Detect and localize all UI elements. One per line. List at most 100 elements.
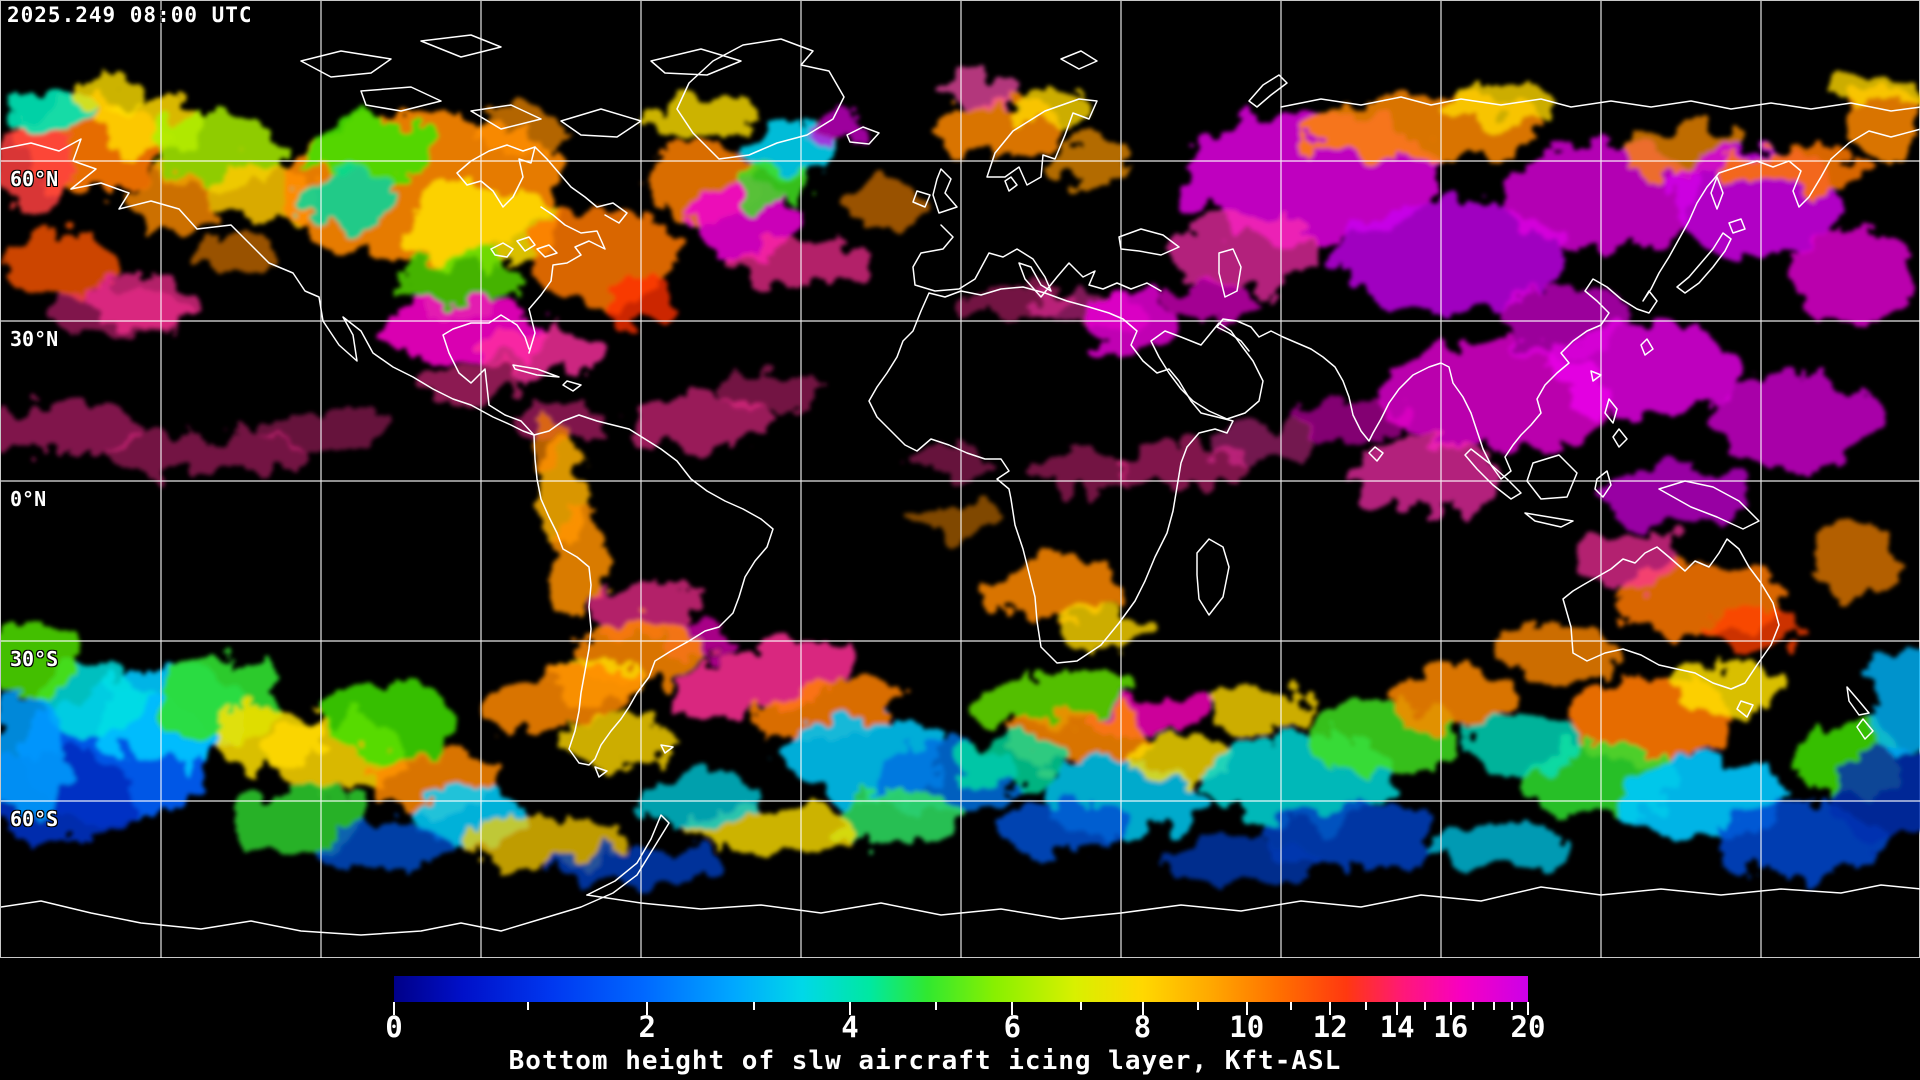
colorbar-tick <box>1510 1002 1513 1010</box>
icing-data-patch <box>651 96 751 136</box>
coastline-path <box>594 766 608 778</box>
coastline-path <box>1280 96 1920 112</box>
coastline-path <box>1 814 670 936</box>
icing-data-patch <box>1 231 121 301</box>
colorbar-tick <box>393 1002 395 1015</box>
colorbar-tick-label: 4 <box>841 1010 859 1044</box>
colorbar-tick <box>646 1002 649 1015</box>
coastline-path <box>1248 74 1288 108</box>
coastline-path <box>846 126 880 145</box>
icing-data-patch <box>126 173 216 229</box>
coastline-path <box>932 168 958 214</box>
icing-data-patch <box>566 711 676 771</box>
colorbar-tick <box>1492 1002 1495 1010</box>
coastline-path <box>586 884 1920 920</box>
icing-data-patch <box>401 251 521 321</box>
icing-data-patch <box>1351 438 1501 514</box>
coastline-path <box>1196 538 1230 616</box>
icing-data-patch <box>1831 748 1920 844</box>
coastline-path <box>1216 128 1920 480</box>
colorbar-tick <box>1329 1002 1332 1015</box>
coastline-path <box>1640 338 1654 356</box>
icing-data-patch <box>996 801 1126 857</box>
icing-data-patch <box>991 559 1121 623</box>
icing-data-patch <box>1 621 74 697</box>
icing-data-patch <box>1061 607 1151 651</box>
latitude-longitude-grid <box>1 1 1920 958</box>
coastline-path <box>1562 538 1780 690</box>
icing-data-patch <box>726 373 816 409</box>
icing-data-patch <box>636 393 766 449</box>
colorbar-tick <box>848 1002 851 1015</box>
icing-data-patch <box>1 121 76 211</box>
coastline-path <box>676 38 845 160</box>
colorbar-tick <box>1196 1002 1199 1010</box>
coastline-path <box>1846 686 1870 716</box>
coastline-path <box>456 144 536 208</box>
coastline-path <box>1526 454 1578 500</box>
colorbar-tick <box>1141 1002 1144 1015</box>
coastline-path <box>1150 322 1264 420</box>
coastline-path <box>516 236 536 252</box>
latitude-label: 0°N <box>10 487 47 511</box>
coastline-path <box>1710 176 1724 210</box>
coastline-path <box>420 34 502 58</box>
icing-data-patch <box>1121 444 1251 488</box>
latitude-label: 30°N <box>10 327 59 351</box>
coastline-path <box>1658 480 1760 530</box>
coastline-path <box>1594 470 1612 498</box>
icing-data-patch <box>1291 399 1411 443</box>
coastline-path <box>490 242 514 258</box>
icing-data-patch <box>1431 821 1571 871</box>
coastline-path <box>533 414 774 766</box>
icing-data-patch <box>906 503 1006 539</box>
icing-data-patch <box>1026 453 1126 489</box>
icing-data-patch <box>66 81 146 111</box>
icing-data-patch <box>1 696 66 816</box>
icing-data-patch <box>846 176 926 226</box>
icing-data-patch <box>196 234 276 278</box>
coastline-path <box>512 364 560 378</box>
timestamp-label: 2025.249 08:00 UTC <box>7 3 253 27</box>
icing-data-patch <box>1721 147 1871 191</box>
coastline-path <box>1856 718 1874 740</box>
map-canvas <box>1 1 1920 958</box>
coastline-path <box>560 108 642 138</box>
colorbar-tick-label: 14 <box>1379 1010 1415 1044</box>
icing-data-patch <box>1786 228 1916 324</box>
icing-data-patch <box>306 114 436 178</box>
world-icing-map: 2025.249 08:00 UTC 60°N 30°N 0°N 30°S 60°S <box>0 0 1920 958</box>
coastline-path <box>1118 228 1180 256</box>
coastline-path <box>868 286 1234 664</box>
coastline-path <box>1218 248 1242 298</box>
colorbar-tick <box>1449 1002 1452 1015</box>
colorbar-caption: Bottom height of slw aircraft icing laye… <box>508 1046 1342 1076</box>
coastline-path <box>1590 370 1602 382</box>
coastline-path <box>1604 398 1618 424</box>
coastline-path <box>660 744 674 754</box>
icing-data-patch <box>956 736 1066 786</box>
icing-data-patch <box>551 513 607 609</box>
colorbar-tick <box>1080 1002 1083 1010</box>
colorbar-tick-label: 12 <box>1312 1010 1348 1044</box>
icing-data-patch <box>296 171 396 231</box>
coastline-path <box>1676 232 1732 294</box>
coastline-path <box>562 380 582 392</box>
icing-data-patch <box>1 403 146 455</box>
colorbar-tick <box>1289 1002 1292 1010</box>
icing-data-patch <box>311 824 451 868</box>
icing-data-patch <box>1711 373 1881 469</box>
colorbar-tick <box>1396 1002 1399 1015</box>
coastline-path <box>1060 50 1098 70</box>
colorbar-tick-label: 20 <box>1510 1010 1546 1044</box>
coastlines <box>1 34 1920 936</box>
colorbar-gradient <box>394 976 1528 1002</box>
coastline-path <box>528 206 606 354</box>
icing-data-patch <box>1206 687 1316 731</box>
coastline-path <box>1368 446 1384 462</box>
icing-data-patch <box>836 791 966 847</box>
icing-data-patch <box>326 681 456 757</box>
colorbar-tick <box>1424 1002 1427 1010</box>
latitude-label: 30°S <box>10 647 59 671</box>
colorbar-tick <box>1527 1002 1529 1015</box>
